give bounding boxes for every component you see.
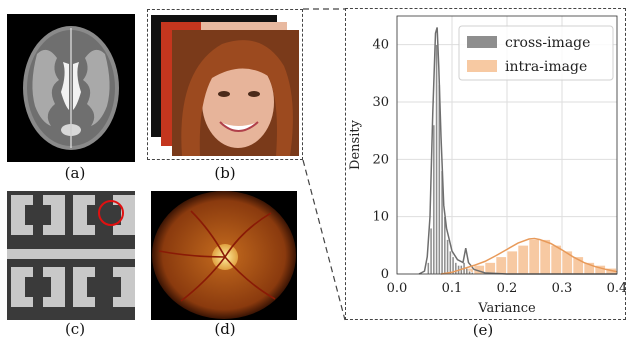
fundus-drawing xyxy=(152,191,296,319)
texture-drawing xyxy=(7,191,135,320)
retina-fundus-image xyxy=(151,191,297,320)
panel-label-b: (b) xyxy=(214,164,236,182)
brain-mri-drawing xyxy=(23,26,119,150)
x-tick-label: 0.4 xyxy=(607,281,626,296)
intra-image-bar xyxy=(561,250,573,275)
intra-image-bar xyxy=(528,239,540,275)
intra-image-kde-line xyxy=(440,237,618,275)
chart-kde-lines xyxy=(418,27,618,275)
cross-image-bar xyxy=(429,227,433,275)
panel-label-e: (e) xyxy=(472,321,494,339)
y-tick-label: 30 xyxy=(372,95,389,110)
legend-swatch xyxy=(467,36,497,48)
plot-area-border xyxy=(396,15,618,275)
x-tick-labels: 0.0 0.1 0.2 0.3 0.4 xyxy=(387,281,626,296)
intra-image-bar xyxy=(550,245,562,275)
y-tick-label: 40 xyxy=(372,38,389,53)
legend-entry: intra-image xyxy=(505,59,587,75)
texture-defect-image xyxy=(7,191,135,320)
cross-image-bar xyxy=(446,239,449,275)
x-tick-label: 0.0 xyxy=(387,281,408,296)
cross-image-bar xyxy=(454,262,458,275)
chart-legend: cross-image intra-image xyxy=(458,25,614,81)
cross-image-bar xyxy=(426,262,430,275)
x-tick-label: 0.1 xyxy=(442,281,463,296)
y-axis-label: Density xyxy=(348,119,363,170)
brain-mri-image xyxy=(7,14,135,162)
legend-box xyxy=(458,25,614,81)
selection-box xyxy=(147,9,303,160)
y-tick-label: 0 xyxy=(381,267,389,282)
panel-label-a: (a) xyxy=(64,164,86,182)
intra-image-bar xyxy=(495,256,507,275)
face-drawing xyxy=(172,30,299,156)
cross-image-bar xyxy=(435,44,438,275)
x-tick-label: 0.2 xyxy=(497,281,518,296)
x-axis-label: Variance xyxy=(477,301,536,316)
legend-swatch xyxy=(467,60,497,72)
intra-image-bar xyxy=(517,245,529,275)
cross-image-bar xyxy=(465,267,469,275)
cross-image-kde-line xyxy=(418,27,617,275)
cross-image-bar xyxy=(432,124,436,275)
panel-label-c: (c) xyxy=(64,320,86,338)
chart-frame xyxy=(345,8,626,320)
panel-label-d: (d) xyxy=(214,320,236,338)
y-tick-label: 20 xyxy=(372,152,389,167)
y-tick-labels: 0 10 20 30 40 xyxy=(372,38,389,282)
face-image-front xyxy=(172,30,299,156)
variance-density-chart: 0.0 0.1 0.2 0.3 0.4 0 10 20 30 40 Variance Densi… xyxy=(348,15,626,316)
intra-image-bar xyxy=(539,239,551,275)
legend-entry: cross-image xyxy=(505,35,590,51)
cross-image-bar xyxy=(448,250,452,275)
x-tick-label: 0.3 xyxy=(552,281,573,296)
y-tick-label: 10 xyxy=(372,210,389,225)
cross-image-bar xyxy=(468,270,471,275)
intra-image-bar xyxy=(506,250,518,275)
